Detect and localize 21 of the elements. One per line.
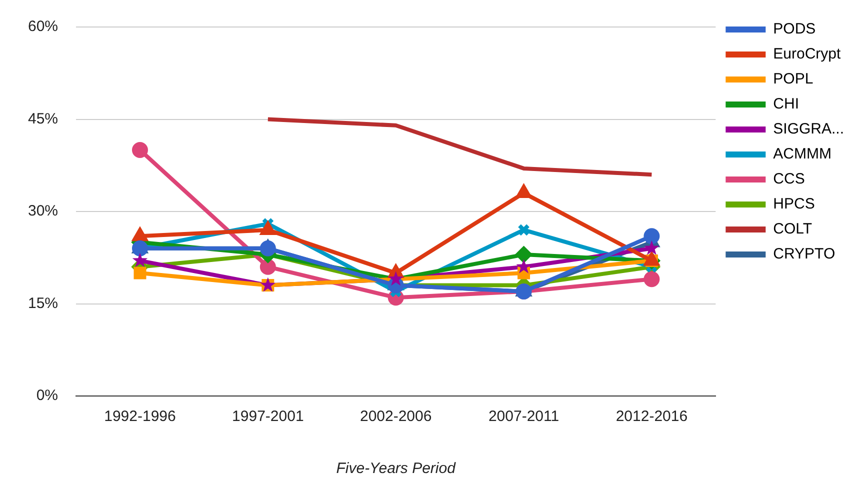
x-tick-label: 2002-2006 — [360, 408, 432, 426]
legend-label: COLT — [773, 220, 812, 238]
x-tick-label: 2007-2011 — [488, 408, 560, 426]
legend-label: SIGGRA... — [773, 120, 844, 138]
legend-label: ACMMM — [773, 146, 832, 163]
y-tick-label: 45% — [28, 110, 58, 128]
y-tick-label: 15% — [28, 294, 58, 312]
legend-label: CRYPTO — [773, 246, 836, 263]
legend-label: CCS — [773, 170, 805, 188]
x-tick-label: 1992-1996 — [104, 408, 176, 426]
x-axis-title: Five-Years Period — [336, 460, 456, 478]
y-tick-label: 60% — [28, 18, 58, 36]
legend-label: PODS — [773, 20, 816, 38]
legend-label: HPCS — [773, 196, 815, 213]
legend-label: EuroCrypt — [773, 46, 842, 63]
x-tick-label: 1997-2001 — [232, 408, 304, 426]
legend-label: CHI — [773, 96, 799, 113]
y-tick-label: 30% — [28, 202, 58, 220]
y-tick-label: 0% — [36, 387, 58, 404]
x-tick-label: 2012-2016 — [616, 408, 688, 426]
legend-label: POPL — [773, 70, 814, 88]
